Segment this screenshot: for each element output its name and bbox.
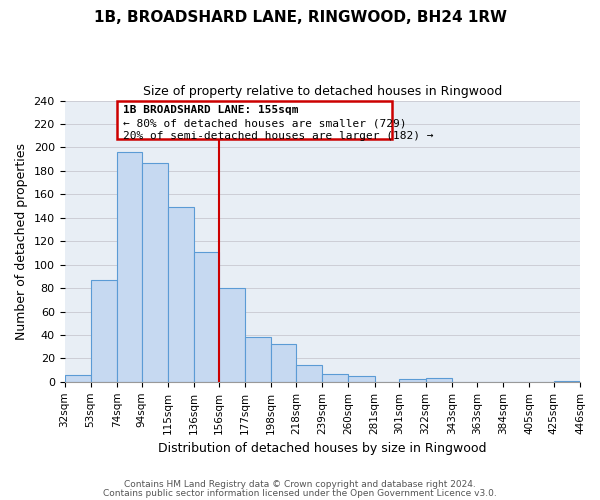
Bar <box>168 207 194 382</box>
Text: Contains HM Land Registry data © Crown copyright and database right 2024.: Contains HM Land Registry data © Crown c… <box>124 480 476 489</box>
Bar <box>322 374 349 382</box>
Bar <box>349 376 374 382</box>
Bar <box>425 378 452 382</box>
Bar <box>91 280 117 382</box>
Bar <box>65 375 91 382</box>
Y-axis label: Number of detached properties: Number of detached properties <box>15 142 28 340</box>
Bar <box>219 288 245 382</box>
Text: 20% of semi-detached houses are larger (182) →: 20% of semi-detached houses are larger (… <box>123 131 434 141</box>
Bar <box>554 380 580 382</box>
Bar <box>245 338 271 382</box>
Bar <box>117 152 142 382</box>
Bar <box>296 366 322 382</box>
Text: 1B BROADSHARD LANE: 155sqm: 1B BROADSHARD LANE: 155sqm <box>123 105 299 115</box>
Text: 1B, BROADSHARD LANE, RINGWOOD, BH24 1RW: 1B, BROADSHARD LANE, RINGWOOD, BH24 1RW <box>94 10 506 25</box>
Text: ← 80% of detached houses are smaller (729): ← 80% of detached houses are smaller (72… <box>123 118 407 128</box>
Text: Contains public sector information licensed under the Open Government Licence v3: Contains public sector information licen… <box>103 488 497 498</box>
X-axis label: Distribution of detached houses by size in Ringwood: Distribution of detached houses by size … <box>158 442 487 455</box>
Title: Size of property relative to detached houses in Ringwood: Size of property relative to detached ho… <box>143 85 502 98</box>
Bar <box>271 344 296 382</box>
Bar <box>117 100 392 139</box>
Bar <box>400 380 425 382</box>
Bar <box>194 252 219 382</box>
Bar <box>142 162 168 382</box>
